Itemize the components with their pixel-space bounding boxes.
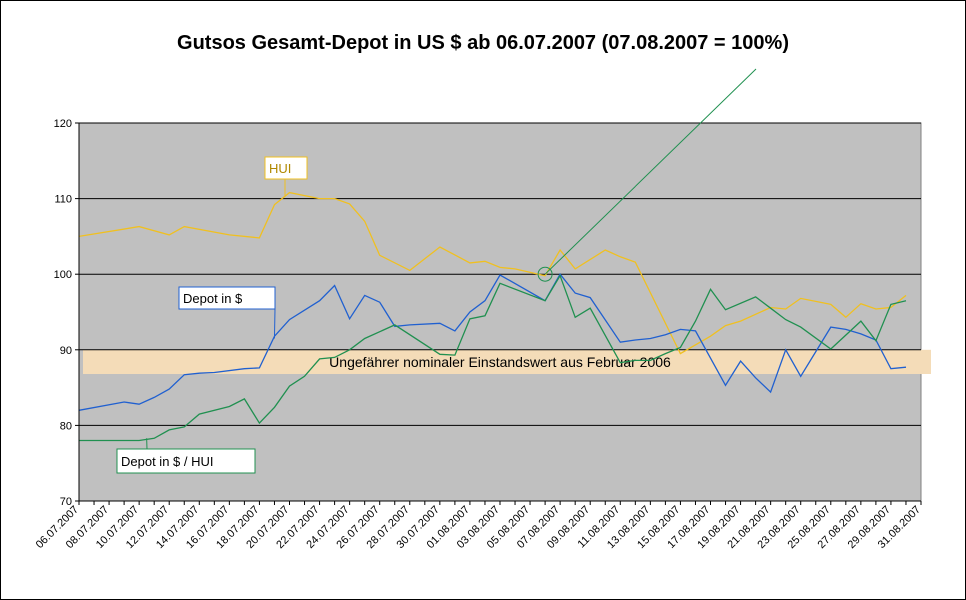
annotation-overlay [537, 68, 757, 282]
x-axis: 06.07.200708.07.200710.07.200712.07.2007… [34, 500, 923, 551]
y-axis: 70 80 90 100 110 120 [54, 118, 80, 508]
plot-area [78, 122, 922, 502]
callout-label-1: Depot in $ [183, 291, 243, 306]
highlight-circle [537, 266, 553, 282]
callout-label-0: HUI [269, 161, 291, 176]
series-line-1 [78, 273, 907, 411]
series-labels: HUI Depot in $ Depot in $ / HUI [116, 156, 308, 474]
y-tick-label: 70 [60, 496, 72, 508]
callout-leader-1 [273, 308, 276, 339]
callout-box-1 [178, 286, 276, 310]
y-tick-label: 100 [54, 269, 72, 281]
y-tick-label: 120 [54, 118, 72, 130]
callout-box-2 [116, 448, 256, 474]
plot-background [78, 122, 922, 502]
y-tick-label: 90 [60, 345, 72, 357]
chart-title: Gutsos Gesamt-Depot in US $ ab 06.07.200… [177, 32, 789, 54]
pointer-line [544, 68, 757, 275]
series-line-0 [78, 191, 907, 355]
band-rect [83, 349, 931, 374]
gridlines [79, 122, 921, 426]
y-tick-label: 110 [54, 194, 72, 206]
y-tick-label: 80 [60, 420, 72, 432]
cost-basis-band: Ungefährer nominaler Einstandswert aus F… [83, 349, 931, 374]
callout-label-2: Depot in $ / HUI [121, 454, 214, 469]
series-line-2 [79, 274, 907, 442]
series-lines [78, 191, 907, 442]
band-label: Ungefährer nominaler Einstandswert aus F… [329, 354, 671, 370]
callout-box-0 [264, 156, 308, 180]
